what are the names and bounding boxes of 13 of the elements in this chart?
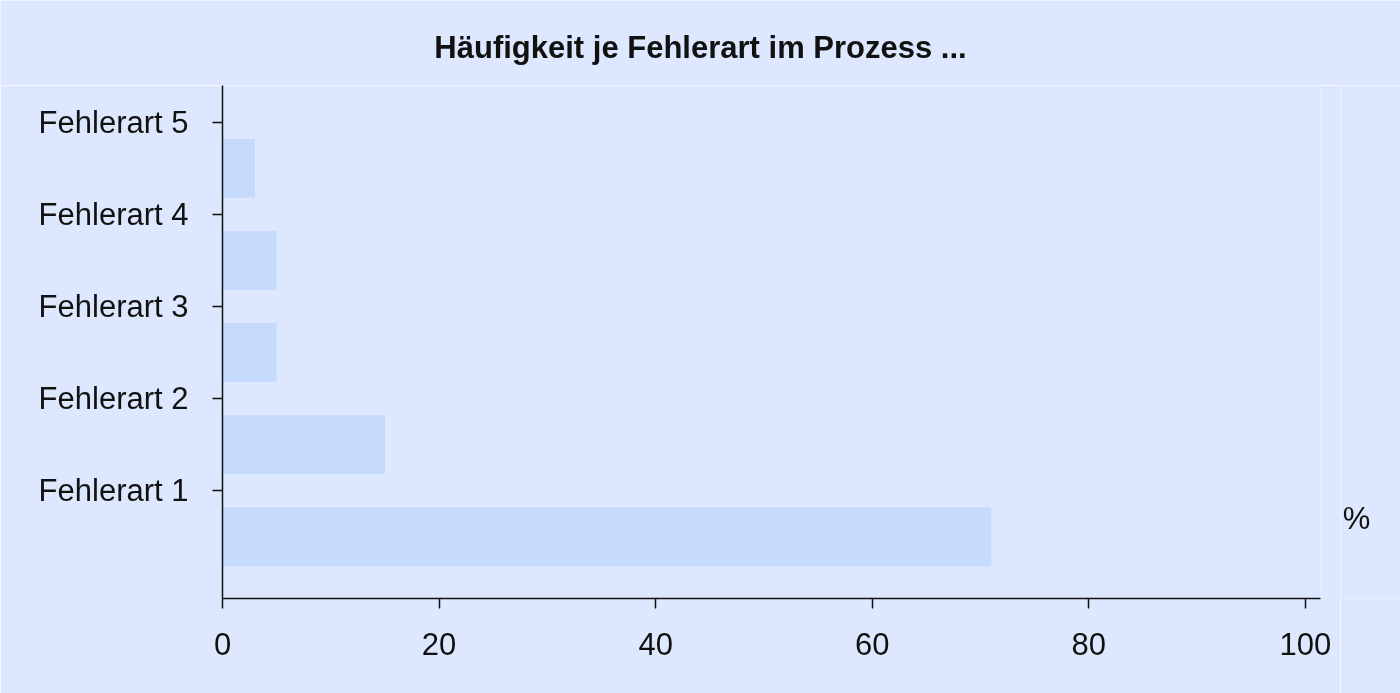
x-tick-label: 40: [638, 626, 673, 662]
x-axis-title: %: [1342, 500, 1371, 536]
x-tick-label: 0: [213, 626, 232, 662]
x-tick-label: 80: [1071, 626, 1107, 662]
y-tick-label: Fehlerart 3: [38, 289, 189, 325]
chart-title: Häufigkeit je Fehlerart im Prozess ...: [434, 30, 967, 65]
x-tick-label: 60: [854, 626, 890, 662]
y-tick-label: Fehlerart 1: [38, 473, 189, 509]
y-tick-label: Fehlerart 2: [38, 381, 189, 417]
y-tick-label: Fehlerart 5: [38, 104, 189, 140]
x-tick-label: 20: [421, 626, 457, 662]
x-tick-label: 100: [1279, 626, 1332, 662]
y-tick-label: Fehlerart 4: [38, 196, 189, 232]
